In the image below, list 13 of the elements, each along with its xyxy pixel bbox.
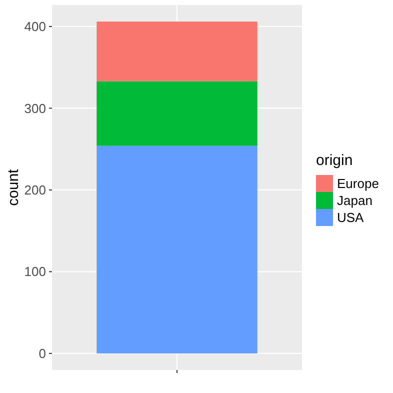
bar [96,146,258,354]
legend-title: origin [316,152,353,169]
y-tick-label: 300 [24,100,46,116]
y-tick-label: 100 [24,264,46,280]
y-tick-label: 400 [24,19,46,34]
y-tick-label: 0 [38,346,46,361]
legend-label: USA [337,210,364,226]
y-axis-title: count [5,168,22,206]
legend-label: Europe [337,176,379,192]
y-tick-label: 200 [24,182,46,198]
legend-label: Japan [337,193,372,208]
bar [96,22,258,82]
bar [96,81,258,146]
